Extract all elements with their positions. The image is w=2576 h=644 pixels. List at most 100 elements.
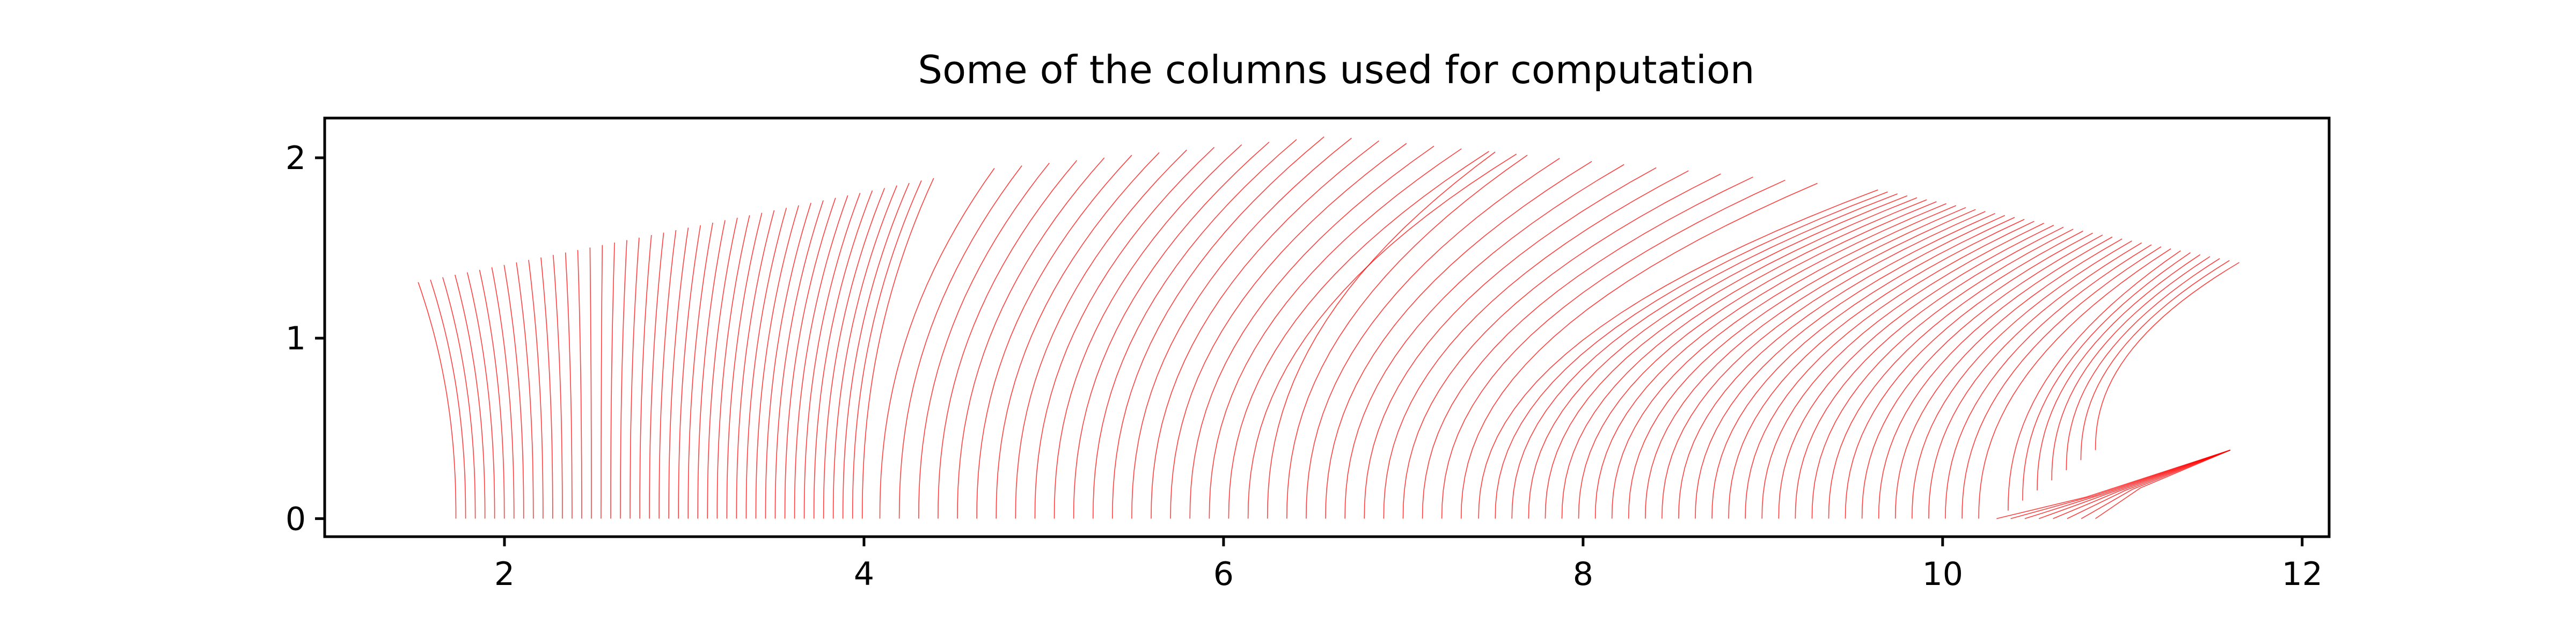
column-line	[528, 260, 544, 519]
column-line	[707, 217, 738, 519]
column-line	[442, 277, 476, 519]
column-line	[1878, 236, 2113, 519]
column-line	[1745, 221, 2035, 519]
column-line	[1628, 207, 1966, 519]
column-line	[2022, 252, 2191, 501]
column-line	[479, 269, 505, 519]
column-line	[2066, 258, 2220, 471]
column-line	[861, 178, 934, 519]
column-line	[1778, 224, 2054, 519]
column-line	[1460, 182, 1818, 519]
column-line	[601, 245, 603, 519]
column-line	[1711, 217, 2015, 519]
column-line	[1996, 449, 2231, 519]
column-line	[1228, 151, 1489, 519]
column-line	[1441, 179, 1785, 519]
column-line	[1561, 199, 1927, 519]
column-line	[1131, 137, 1352, 519]
column-line	[1662, 211, 1986, 519]
column-line	[1678, 213, 1995, 519]
column-line	[957, 157, 1105, 519]
column-line	[516, 262, 534, 519]
column-line	[1645, 209, 1976, 519]
column-line	[976, 155, 1132, 519]
column-line	[1728, 218, 2025, 519]
column-line	[1189, 145, 1435, 519]
column-line	[918, 163, 1050, 519]
column-line	[455, 274, 486, 519]
y-tick-label: 0	[286, 500, 306, 538]
column-line	[755, 205, 799, 519]
column-line	[1962, 246, 2162, 519]
column-line	[503, 265, 524, 519]
column-line	[745, 208, 787, 519]
column-line	[1695, 215, 2006, 519]
column-line	[1034, 147, 1215, 519]
column-line	[610, 242, 615, 519]
column-line	[1861, 235, 2103, 519]
column-line	[1402, 173, 1721, 519]
column-line	[1015, 149, 1187, 519]
y-tick-label: 2	[286, 140, 306, 177]
y-tick-label: 1	[286, 320, 306, 357]
column-line	[1545, 197, 1918, 519]
column-line	[996, 152, 1160, 519]
column-line	[2081, 449, 2231, 519]
y-axis: 0 1 2	[286, 140, 325, 538]
column-line	[2095, 449, 2231, 519]
column-line	[565, 252, 573, 519]
column-line	[1945, 244, 2152, 519]
column-line	[2053, 449, 2231, 519]
column-line	[540, 257, 553, 519]
column-line	[1761, 223, 2044, 519]
column-line	[784, 197, 836, 519]
column-line	[1528, 195, 1908, 519]
column-line	[879, 168, 995, 519]
column-line	[1478, 189, 1878, 519]
column-line	[687, 222, 713, 519]
column-line	[430, 280, 466, 519]
column-line	[832, 185, 897, 519]
column-line	[678, 225, 701, 519]
column-line	[1073, 142, 1270, 519]
column-line	[2051, 256, 2211, 481]
column-line	[658, 230, 677, 519]
column-line	[2039, 449, 2231, 519]
column-line	[630, 237, 640, 519]
column-line	[1594, 203, 1946, 519]
column-line	[2095, 262, 2240, 450]
column-line	[1811, 229, 2074, 519]
column-line	[813, 190, 873, 519]
column-line	[1364, 167, 1657, 519]
column-line	[1325, 161, 1592, 519]
plot-lines-group	[418, 136, 2240, 519]
column-line	[2008, 250, 2181, 511]
plot-area-frame	[323, 116, 2331, 538]
column-line	[898, 165, 1022, 519]
column-line	[1092, 139, 1297, 519]
column-line	[1151, 140, 1380, 519]
column-line	[794, 195, 848, 519]
column-line	[716, 215, 750, 519]
column-line	[1209, 148, 1462, 519]
column-line	[823, 188, 885, 519]
x-tick-label: 12	[2282, 555, 2323, 593]
column-line	[726, 213, 763, 519]
column-line	[1383, 170, 1689, 519]
column-line	[1286, 155, 1528, 519]
column-line	[842, 182, 910, 519]
column-line	[697, 220, 726, 519]
column-line	[577, 250, 582, 519]
column-line	[418, 282, 457, 519]
column-line	[803, 193, 861, 519]
column-line	[1578, 201, 1937, 519]
column-line	[1170, 143, 1407, 519]
column-line	[1912, 240, 2132, 519]
column-line	[1306, 158, 1560, 519]
column-line	[1344, 164, 1624, 519]
x-tick-label: 2	[494, 555, 515, 593]
chart-title: Some of the columns used for computation	[918, 47, 1754, 92]
column-line	[1894, 238, 2123, 519]
column-line	[2010, 449, 2231, 519]
